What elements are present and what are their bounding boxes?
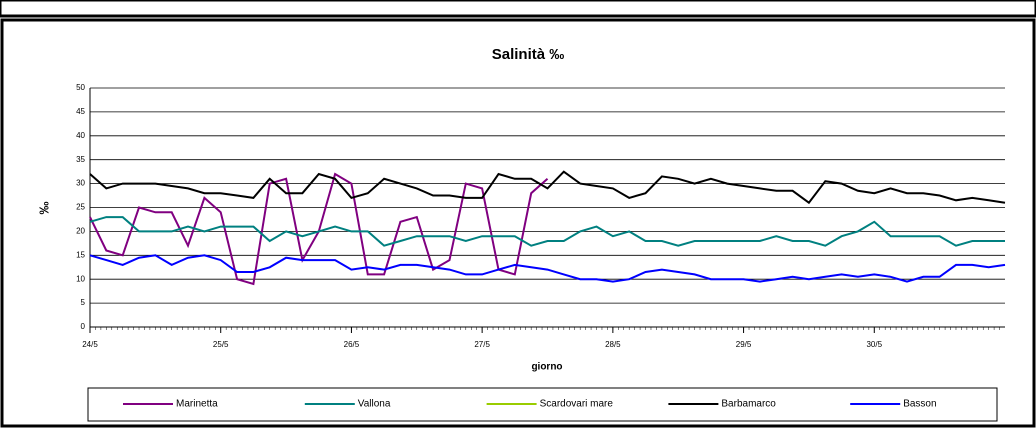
y-tick-label: 45 <box>76 107 85 116</box>
y-tick-label: 15 <box>76 250 85 259</box>
y-tick-label: 10 <box>76 274 85 283</box>
x-tick-label: 30/5 <box>866 340 882 349</box>
legend-label: Basson <box>903 399 936 410</box>
x-tick-label: 29/5 <box>736 340 752 349</box>
series-line <box>89 216 1005 247</box>
y-tick-label: 0 <box>81 322 86 331</box>
series-line <box>89 170 1006 205</box>
x-axis-label: giorno <box>531 362 562 373</box>
y-tick-label: 35 <box>76 155 85 164</box>
legend-label: Barbamarco <box>721 399 776 410</box>
legend-label: Marinetta <box>176 399 218 410</box>
x-tick-label: 24/5 <box>82 340 98 349</box>
x-tick-label: 25/5 <box>213 340 229 349</box>
top-band <box>0 0 1036 18</box>
series-line <box>89 254 1006 283</box>
legend-label: Vallona <box>358 399 391 410</box>
y-tick-label: 50 <box>76 83 85 92</box>
y-tick-label: 40 <box>76 131 85 140</box>
x-tick-label: 27/5 <box>474 340 490 349</box>
y-tick-label: 5 <box>81 298 86 307</box>
legend-label: Scardovari mare <box>540 399 614 410</box>
legend-box <box>87 387 998 422</box>
y-tick-label: 20 <box>76 227 85 236</box>
chart-frame <box>0 18 1036 428</box>
y-tick-label: 30 <box>76 179 85 188</box>
y-tick-label: 25 <box>76 203 85 212</box>
chart-title: Salinità ‰ <box>492 46 565 63</box>
x-tick-label: 28/5 <box>605 340 621 349</box>
y-axis-label: ‰ <box>36 202 51 215</box>
x-tick-label: 26/5 <box>344 340 360 349</box>
